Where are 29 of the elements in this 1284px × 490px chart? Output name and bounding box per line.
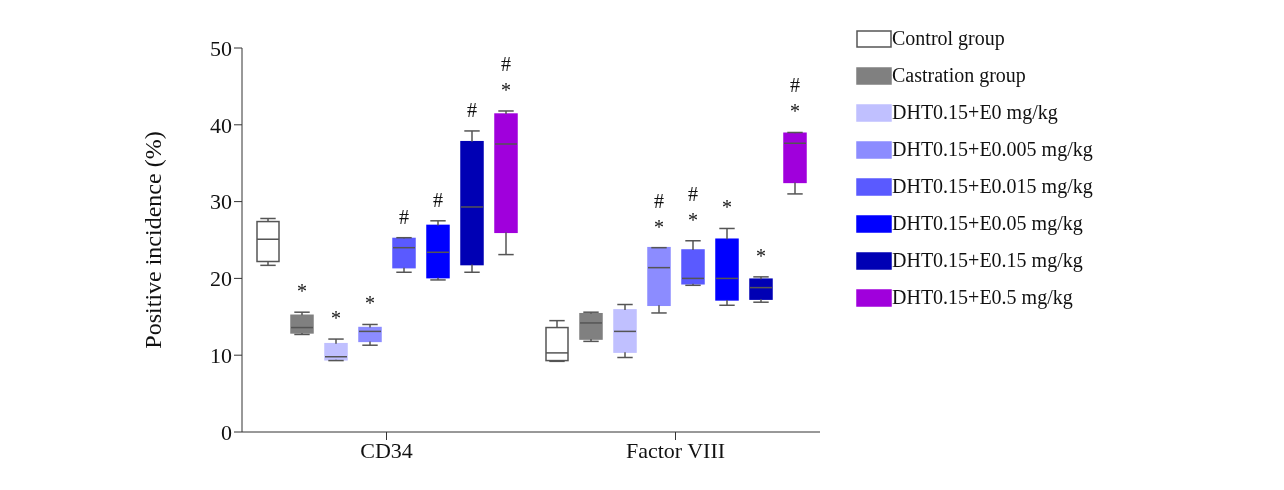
text: * [756, 244, 766, 267]
text: # * [501, 52, 511, 101]
legend-label: DHT0.15+E0.005 mg/kg [892, 138, 1093, 161]
y-axis-title: Positive incidence (%) [139, 131, 166, 349]
legend-label: DHT0.15+E0.15 mg/kg [892, 249, 1083, 272]
text: # [399, 205, 409, 228]
y-tick-label: 30 [210, 189, 232, 215]
text: # [433, 188, 443, 211]
legend-label: Control group [892, 27, 1005, 50]
legend-label: DHT0.15+E0.05 mg/kg [892, 212, 1083, 235]
legend-label: DHT0.15+E0 mg/kg [892, 101, 1058, 124]
y-tick-label: 50 [210, 35, 232, 61]
text: * [297, 280, 307, 303]
y-tick-label: 20 [210, 266, 232, 292]
legend-label: DHT0.15+E0.5 mg/kg [892, 286, 1073, 309]
legend-label: Castration group [892, 64, 1026, 87]
y-tick-label: 10 [210, 343, 232, 369]
y-tick-label: 40 [210, 112, 232, 138]
text: * [331, 307, 341, 330]
x-tick-label: CD34 [360, 437, 413, 463]
text: # * [654, 189, 664, 238]
text: * [365, 292, 375, 315]
text: # * [688, 182, 698, 231]
x-tick-label: Factor VIII [625, 437, 726, 463]
text: # * [790, 74, 800, 123]
legend-label: DHT0.15+E0.015 mg/kg [892, 175, 1093, 198]
text: # [467, 98, 477, 121]
y-tick-label: 0 [221, 419, 232, 445]
text: * [722, 196, 732, 219]
